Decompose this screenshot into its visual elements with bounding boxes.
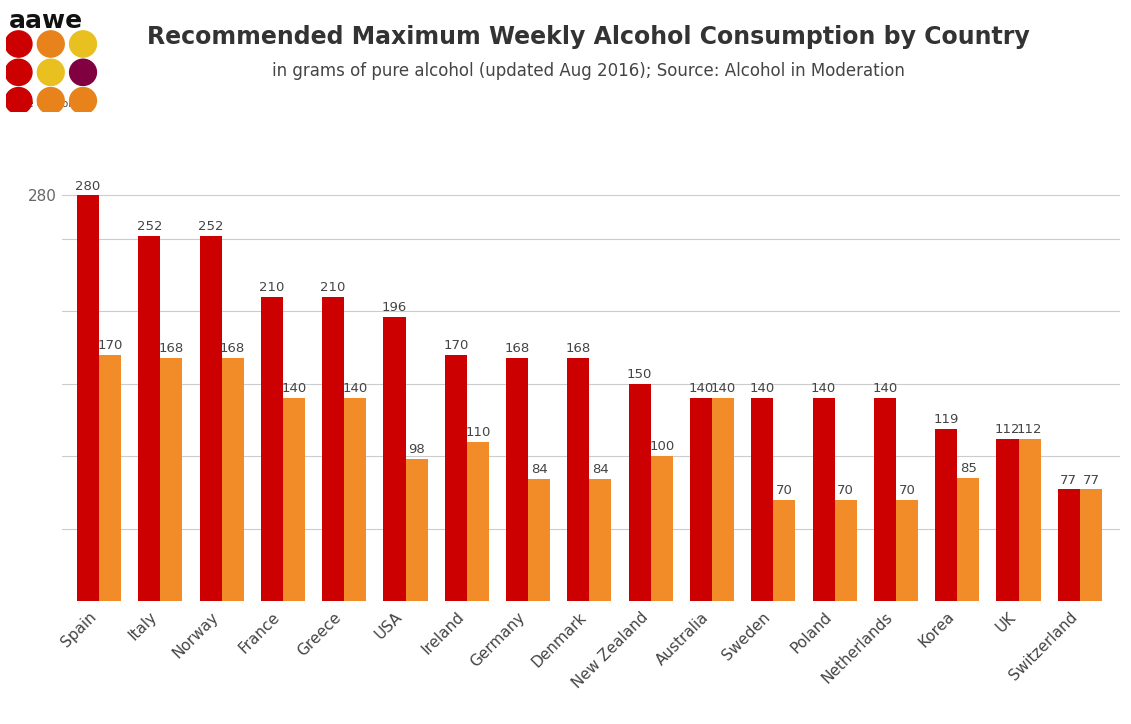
Text: 140: 140	[710, 382, 735, 395]
Bar	[77, 195, 100, 601]
Bar	[344, 398, 366, 601]
Bar	[589, 479, 612, 601]
Text: 77: 77	[1082, 473, 1099, 487]
Text: aawe: aawe	[9, 9, 83, 33]
Text: 170: 170	[97, 339, 122, 352]
Text: 168: 168	[504, 342, 529, 355]
Bar	[835, 500, 856, 601]
Text: 119: 119	[933, 413, 959, 426]
Text: 140: 140	[689, 382, 714, 395]
Bar	[261, 297, 283, 601]
Legend: Men, Women: Men, Women	[476, 720, 706, 724]
Text: 110: 110	[465, 426, 491, 439]
Circle shape	[6, 31, 32, 57]
Text: 70: 70	[776, 484, 793, 497]
Text: 84: 84	[592, 463, 608, 476]
Bar	[222, 358, 243, 601]
Text: 210: 210	[320, 281, 346, 294]
Text: in grams of pure alcohol (updated Aug 2016); Source: Alcohol in Moderation: in grams of pure alcohol (updated Aug 20…	[271, 62, 905, 80]
Text: 168: 168	[566, 342, 592, 355]
Text: 140: 140	[811, 382, 836, 395]
Bar	[1057, 489, 1080, 601]
Bar	[383, 317, 406, 601]
Bar	[467, 442, 489, 601]
Text: 100: 100	[649, 440, 674, 453]
Text: Recommended Maximum Weekly Alcohol Consumption by Country: Recommended Maximum Weekly Alcohol Consu…	[147, 25, 1029, 49]
Bar	[406, 459, 428, 601]
Text: 196: 196	[382, 301, 407, 314]
Bar	[996, 439, 1019, 601]
Text: wine economics: wine economics	[9, 99, 93, 109]
Circle shape	[37, 31, 64, 57]
Bar	[713, 398, 734, 601]
Text: 140: 140	[282, 382, 307, 395]
Bar	[812, 398, 835, 601]
Text: 280: 280	[76, 180, 101, 193]
Circle shape	[6, 88, 32, 114]
Bar	[690, 398, 713, 601]
Circle shape	[37, 59, 64, 85]
Bar	[957, 478, 979, 601]
Text: 168: 168	[158, 342, 184, 355]
Bar	[774, 500, 795, 601]
Text: 70: 70	[837, 484, 854, 497]
Bar	[874, 398, 896, 601]
Text: 112: 112	[1017, 423, 1043, 436]
Text: 112: 112	[995, 423, 1020, 436]
Bar	[751, 398, 774, 601]
Bar	[568, 358, 589, 601]
Bar	[100, 355, 121, 601]
Text: 150: 150	[627, 368, 653, 381]
Text: 98: 98	[408, 443, 425, 456]
Text: 140: 140	[872, 382, 898, 395]
Bar	[444, 355, 467, 601]
Bar	[506, 358, 528, 601]
Bar	[161, 358, 182, 601]
Text: 170: 170	[443, 339, 468, 352]
Circle shape	[37, 88, 64, 114]
Bar	[650, 456, 673, 601]
Text: 84: 84	[530, 463, 547, 476]
Bar	[138, 236, 161, 601]
Bar	[1019, 439, 1041, 601]
Bar	[896, 500, 918, 601]
Text: 140: 140	[750, 382, 775, 395]
Text: 85: 85	[960, 462, 977, 475]
Text: 77: 77	[1060, 473, 1078, 487]
Bar	[528, 479, 550, 601]
Text: 168: 168	[221, 342, 245, 355]
Bar	[935, 429, 957, 601]
Text: 70: 70	[898, 484, 915, 497]
Text: 252: 252	[137, 220, 162, 233]
Bar	[1080, 489, 1102, 601]
Circle shape	[6, 59, 32, 85]
Bar	[199, 236, 222, 601]
Text: 252: 252	[198, 220, 223, 233]
Bar	[629, 384, 650, 601]
Text: 210: 210	[259, 281, 285, 294]
Bar	[283, 398, 305, 601]
Circle shape	[70, 88, 96, 114]
Circle shape	[70, 31, 96, 57]
Bar	[322, 297, 344, 601]
Text: 140: 140	[343, 382, 368, 395]
Circle shape	[70, 59, 96, 85]
